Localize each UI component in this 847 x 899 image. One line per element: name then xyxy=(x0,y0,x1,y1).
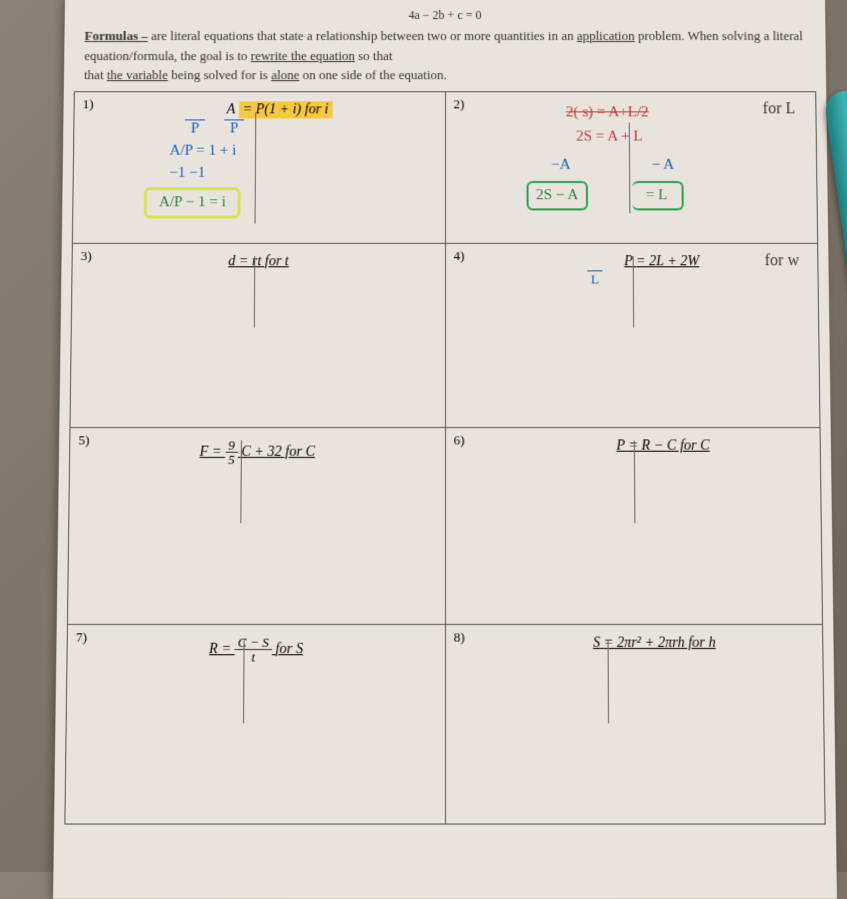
header-variable: the variable xyxy=(107,67,168,82)
header-application: application xyxy=(577,28,635,43)
q5-lhs: F xyxy=(200,444,209,459)
q5-vline xyxy=(240,440,242,523)
q3-lhs: d xyxy=(228,254,235,269)
q6-lhs: P xyxy=(616,438,625,453)
q2-answer-a: 2S − A xyxy=(526,181,588,210)
q1-hw-line1: A/P = 1 + i xyxy=(169,140,236,161)
q8-lhs: S xyxy=(593,635,600,651)
q8-number: 8) xyxy=(454,629,465,646)
q5-frac-d: 5 xyxy=(225,452,238,467)
worksheet-paper: 4a − 2b + c = 0 Formulas – are literal e… xyxy=(53,0,837,899)
header-line3d: on one side of the equation. xyxy=(299,67,446,82)
cell-q8: 8) S = 2πr² + 2πrh for h xyxy=(445,624,825,824)
q3-rhs: = rt for t xyxy=(239,254,289,269)
cell-q6: 6) P = R − C for C xyxy=(445,427,823,624)
q7-vline xyxy=(243,639,245,723)
q5-formula: F = 95 C + 32 for C xyxy=(78,438,436,467)
q7-frac-d: t xyxy=(235,650,272,665)
q4-number: 4) xyxy=(454,247,465,263)
cell-q3: 3) d = rt for t xyxy=(70,243,445,427)
q2-number: 2) xyxy=(454,96,465,112)
q4-rhs: = 2L + 2W xyxy=(636,254,699,269)
q3-number: 3) xyxy=(81,247,92,263)
q5-mid: C + 32 for C xyxy=(241,444,315,459)
header-rewrite: rewrite the equation xyxy=(251,48,355,63)
q6-rhs: = R − C for C xyxy=(628,438,709,453)
q3-formula: d = rt for t xyxy=(81,254,437,270)
q1-lhs: A xyxy=(227,102,236,117)
q7-for: for S xyxy=(276,642,304,658)
problem-grid: 1) A = P(1 + i) for i P P A/P = 1 + i −1… xyxy=(64,91,825,824)
q1-hw-p-denom: P P xyxy=(185,118,245,139)
q3-vline xyxy=(254,256,255,327)
q1-answer-box: A/P − 1 = i xyxy=(144,187,241,218)
q7-frac-n: C − S xyxy=(235,635,272,650)
header-line1b: are literal equations that state a relat… xyxy=(148,28,577,43)
q1-highlighted: = P(1 + i) for i xyxy=(239,101,333,118)
q1-formula: A = P(1 + i) for i xyxy=(83,102,437,118)
header-equation: 4a − 2b + c = 0 xyxy=(85,6,806,24)
q8-vline xyxy=(607,639,608,723)
q1-vline xyxy=(255,112,257,223)
q6-number: 6) xyxy=(454,432,465,448)
q2-hw-l1: 2( s) = A+L/2 xyxy=(566,102,649,123)
q8-formula: S = 2πr² + 2πrh for h xyxy=(454,635,815,652)
q2-hw-l2: 2S = A + L xyxy=(576,126,643,147)
q1-hw-line2: −1 −1 xyxy=(169,162,205,183)
q8-rhs: = 2πr² + 2πrh for h xyxy=(604,635,716,651)
header-line3b: being solved for is xyxy=(168,67,271,82)
q7-lhs: R xyxy=(209,642,218,658)
q2-hw-l3b: − A xyxy=(652,154,675,175)
cell-q4: 4) P = 2L + 2W for w L xyxy=(445,243,820,427)
cell-q2: 2) for L 2( s) = A+L/2 2S = A + L −A − A… xyxy=(445,91,818,243)
header-text: 4a − 2b + c = 0 Formulas – are literal e… xyxy=(64,0,826,91)
q2-hw-l3a: −A xyxy=(551,154,570,175)
header-alone: alone xyxy=(271,67,299,82)
q4-for-label: for w xyxy=(765,252,800,270)
q7-number: 7) xyxy=(76,629,87,646)
q2-answer-b: = L xyxy=(632,181,684,210)
cell-q1: 1) A = P(1 + i) for i P P A/P = 1 + i −1… xyxy=(72,91,445,243)
q7-formula: R = C − St for S xyxy=(76,635,437,665)
cell-q7: 7) R = C − St for S xyxy=(65,624,445,824)
q5-number: 5) xyxy=(78,432,89,448)
cell-q5: 5) F = 95 C + 32 for C xyxy=(67,427,445,624)
header-formulas-word: Formulas – xyxy=(84,28,147,43)
header-line2d: so that xyxy=(355,48,393,63)
q1-number: 1) xyxy=(83,96,94,112)
q5-frac-n: 9 xyxy=(225,438,238,452)
q4-hw-L: L xyxy=(587,270,603,289)
q2-for-label: for L xyxy=(763,100,796,118)
